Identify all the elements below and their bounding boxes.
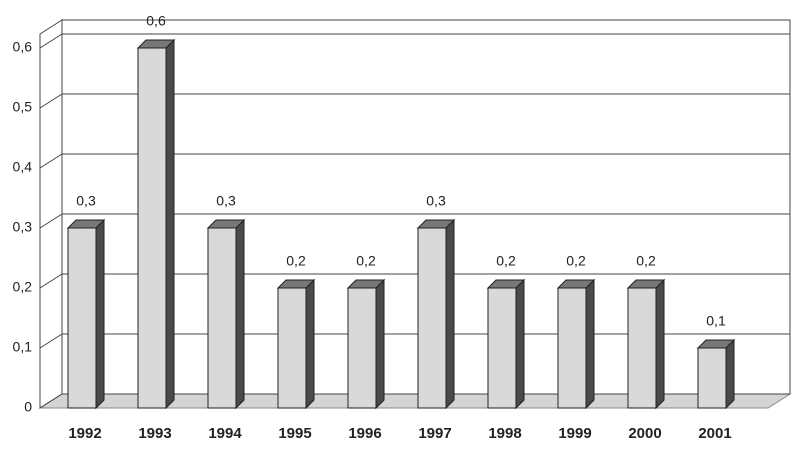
x-tick-label: 2001: [698, 425, 731, 442]
bar: [416, 218, 456, 410]
bar-side: [165, 38, 175, 410]
value-label: 0,2: [566, 253, 586, 269]
x-tick-label: 1998: [488, 425, 521, 442]
x-tick-label: 1992: [68, 425, 101, 442]
grid-line-side: [39, 393, 63, 409]
y-tick-label: 0,6: [13, 39, 33, 55]
bar-front: [347, 287, 377, 409]
y-tick-label: 0,2: [13, 279, 33, 295]
y-tick-label: 0,1: [13, 339, 33, 355]
bar: [66, 218, 106, 410]
bar-side: [375, 278, 385, 410]
bar-side: [725, 338, 735, 410]
bar: [206, 218, 246, 410]
bar: [556, 278, 596, 410]
value-label: 0,2: [636, 253, 656, 269]
grid-line-side: [39, 33, 63, 49]
value-label: 0,1: [706, 313, 726, 329]
grid-line-side: [39, 93, 63, 109]
x-tick-label: 1995: [278, 425, 311, 442]
x-tick-label: 1994: [208, 425, 242, 442]
bar: [486, 278, 526, 410]
bar-side: [655, 278, 665, 410]
value-label: 0,2: [496, 253, 516, 269]
y-tick-label: 0: [24, 399, 32, 415]
bar: [276, 278, 316, 410]
grid-line-side: [39, 213, 63, 229]
bar-front: [207, 227, 237, 409]
bar: [346, 278, 386, 410]
x-tick-label: 1999: [558, 425, 591, 442]
bar: [696, 338, 736, 410]
value-label: 0,3: [426, 193, 446, 209]
grid-line-side: [39, 153, 63, 169]
bar-front: [137, 47, 167, 409]
bar-side: [445, 218, 455, 410]
y-tick-label: 0,5: [13, 99, 33, 115]
x-tick-label: 2000: [628, 425, 661, 442]
bar-side: [95, 218, 105, 410]
y-tick-label: 0,3: [13, 219, 33, 235]
bar-side: [585, 278, 595, 410]
value-label: 0,3: [216, 193, 236, 209]
bar-front: [697, 347, 727, 409]
x-tick-label: 1997: [418, 425, 451, 442]
y-tick-label: 0,4: [13, 159, 33, 175]
grid-line-side: [39, 333, 63, 349]
x-tick-label: 1993: [138, 425, 171, 442]
bar-front: [277, 287, 307, 409]
bar-side: [235, 218, 245, 410]
value-label: 0,6: [146, 13, 166, 29]
x-tick-label: 1996: [348, 425, 381, 442]
bar: [626, 278, 666, 410]
bar-side: [515, 278, 525, 410]
bar-front: [487, 287, 517, 409]
value-label: 0,2: [286, 253, 306, 269]
side-wall: [39, 19, 63, 409]
bar-front: [67, 227, 97, 409]
bar-front: [557, 287, 587, 409]
bar-side: [305, 278, 315, 410]
value-label: 0,3: [76, 193, 96, 209]
value-label: 0,2: [356, 253, 376, 269]
grid-line-side: [39, 273, 63, 289]
bar: [136, 38, 176, 410]
bar-front: [417, 227, 447, 409]
bar-front: [627, 287, 657, 409]
